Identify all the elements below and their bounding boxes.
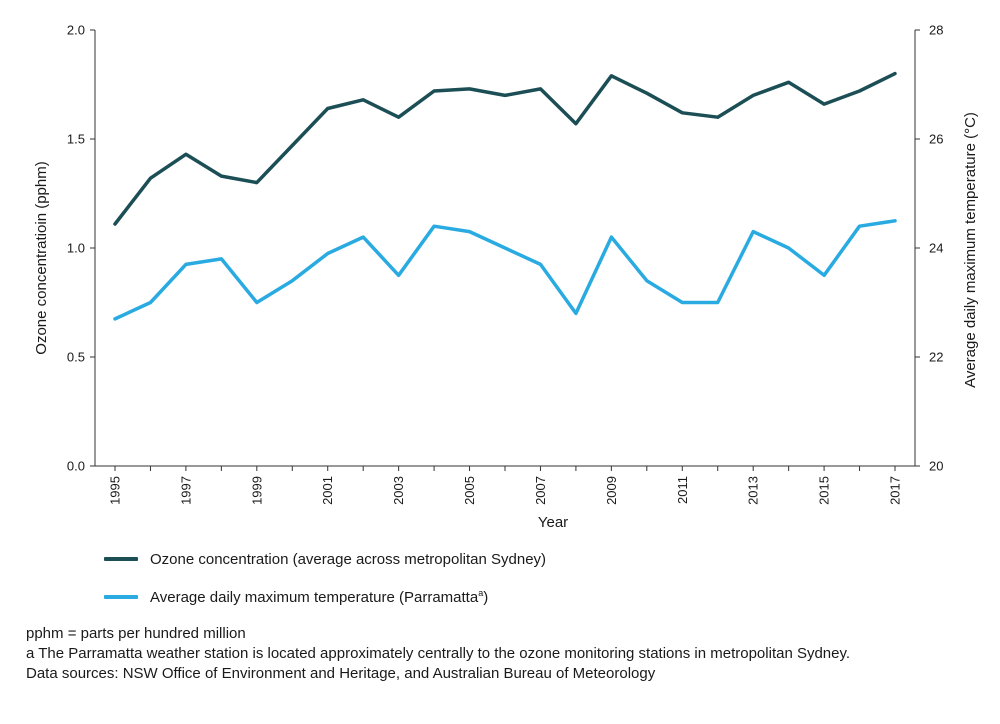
legend-swatch-temperature (104, 595, 138, 599)
legend-item-ozone: Ozone concentration (average across metr… (104, 540, 546, 578)
x-axis-tick-label: 2001 (320, 476, 335, 505)
left-axis-tick-label: 1.0 (67, 241, 85, 256)
right-axis-tick-label: 28 (929, 23, 943, 38)
x-axis-tick-label: 2003 (391, 476, 406, 505)
left-axis-title: Ozone concentratioin (pphm) (33, 161, 50, 354)
right-axis-title: Average daily maximum temperature (°C) (962, 112, 979, 388)
left-axis-tick-label: 2.0 (67, 23, 85, 38)
legend-label-temperature: Average daily maximum temperature (Parra… (150, 587, 489, 606)
x-axis-tick-label: 2005 (462, 476, 477, 505)
x-axis-tick-label: 2009 (604, 476, 619, 505)
right-axis-tick-label: 22 (929, 350, 943, 365)
right-axis-tick-label: 20 (929, 459, 943, 474)
x-axis-tick-label: 1999 (249, 476, 264, 505)
x-axis-title: Year (538, 514, 568, 531)
left-axis-tick-label: 0.0 (67, 459, 85, 474)
ozone-series-line (113, 71, 897, 226)
chart-legend: Ozone concentration (average across metr… (104, 540, 546, 616)
note-data-sources: Data sources: NSW Office of Environment … (26, 665, 656, 682)
x-axis-tick-label: 2015 (817, 476, 832, 505)
x-axis-tick-label: 2007 (533, 476, 548, 505)
left-axis-tick-label: 1.5 (67, 132, 85, 147)
chart-axes: 0.0 0.5 1.0 1.5 2.0 20 22 24 26 28 1995 1997 1999 200… (33, 23, 979, 532)
legend-item-temperature: Average daily maximum temperature (Parra… (104, 578, 546, 616)
legend-label-temperature-text: Average daily maximum temperature (Parra… (150, 588, 479, 606)
x-axis-tick-label: 2017 (888, 476, 903, 505)
x-axis-tick-label: 1997 (178, 476, 193, 505)
left-axis-tick-label: 0.5 (67, 350, 85, 365)
x-axis-tick-label: 2013 (746, 476, 761, 505)
right-axis-tick-label: 24 (929, 241, 943, 256)
right-axis-tick-label: 26 (929, 132, 943, 147)
note-units: pphm = parts per hundred million (26, 625, 246, 642)
legend-label-temperature-end: ) (483, 588, 489, 606)
legend-label-ozone: Ozone concentration (average across metr… (150, 550, 547, 568)
x-axis-tick-label: 1995 (108, 476, 123, 505)
legend-label-temperature-sup: a (478, 587, 484, 598)
note-footnote-a: a The Parramatta weather station is loca… (26, 645, 851, 662)
chart-lines (113, 71, 897, 321)
temperature-series-line (113, 219, 897, 321)
legend-swatch-ozone (104, 557, 138, 561)
x-axis-tick-label: 2011 (675, 476, 690, 504)
chart-notes: pphm = parts per hundred million a The P… (26, 624, 850, 684)
